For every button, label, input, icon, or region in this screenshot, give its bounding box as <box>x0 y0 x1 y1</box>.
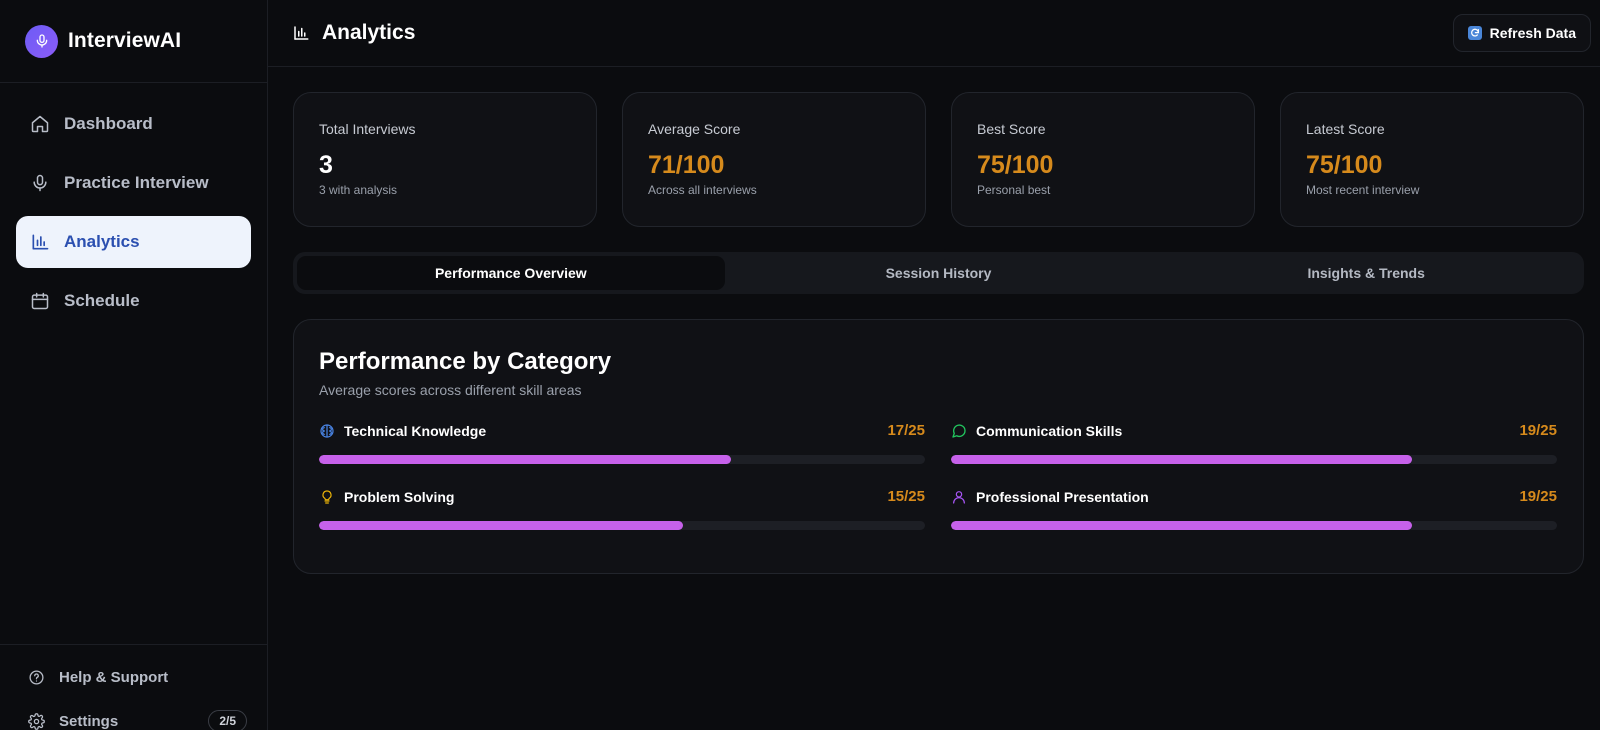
stat-label: Best Score <box>977 121 1046 137</box>
stat-value: 75/100 <box>977 151 1054 179</box>
settings-badge: 2/5 <box>208 710 247 730</box>
user-icon <box>953 490 965 504</box>
category-grid: Technical Knowledge 17/25 <box>319 422 1558 530</box>
analytics-tabs: Performance Overview Session History Ins… <box>293 252 1584 294</box>
category-professional-presentation: Professional Presentation 19/25 <box>951 488 1557 530</box>
progress-track <box>951 455 1557 464</box>
refresh-data-button[interactable]: Refresh Data <box>1452 14 1591 52</box>
sidebar: InterviewAI Dashboard Practice Interview <box>0 0 268 730</box>
help-circle-icon <box>29 669 44 685</box>
stat-card-total-interviews: Total Interviews 3 3 with analysis <box>293 92 597 227</box>
refresh-icon <box>1467 26 1482 40</box>
tab-insights-trends[interactable]: Insights & Trends <box>1307 265 1425 281</box>
progress-fill <box>319 521 683 530</box>
main-content: Analytics Refresh Data Total Interviews … <box>268 0 1600 730</box>
sidebar-item-label: Schedule <box>64 291 140 310</box>
card-subtitle: Average scores across different skill ar… <box>319 382 582 398</box>
sidebar-footer: Help & Support Settings 2/5 <box>0 644 267 730</box>
category-score: 15/25 <box>887 488 925 505</box>
stat-card-latest-score: Latest Score 75/100 Most recent intervie… <box>1280 92 1584 227</box>
tab-session-history[interactable]: Session History <box>885 265 992 281</box>
category-score: 19/25 <box>1519 422 1557 439</box>
sidebar-item-label: Dashboard <box>64 114 153 133</box>
brand-name: InterviewAI <box>68 29 182 52</box>
performance-by-category-card: Performance by Category Average scores a… <box>293 319 1584 574</box>
progress-track <box>319 521 925 530</box>
stat-subtext: Personal best <box>977 183 1051 197</box>
brand[interactable]: InterviewAI <box>0 0 267 83</box>
gear-icon <box>28 712 45 730</box>
sidebar-item-dashboard[interactable]: Dashboard <box>16 98 251 150</box>
stat-card-best-score: Best Score 75/100 Personal best <box>951 92 1255 227</box>
sidebar-item-analytics[interactable]: Analytics <box>16 216 251 268</box>
settings-link[interactable]: Settings 2/5 <box>28 703 247 730</box>
stat-value: 3 <box>319 151 333 179</box>
brain-icon <box>320 423 334 438</box>
sidebar-nav: Dashboard Practice Interview Ana <box>0 83 267 349</box>
sidebar-item-practice-interview[interactable]: Practice Interview <box>16 157 251 209</box>
stat-value: 75/100 <box>1306 151 1383 179</box>
stat-label: Average Score <box>648 121 741 137</box>
help-support-link[interactable]: Help & Support <box>28 659 247 695</box>
page-title: Analytics <box>292 21 415 45</box>
progress-track <box>951 521 1557 530</box>
progress-fill <box>951 455 1412 464</box>
tab-performance-overview[interactable]: Performance Overview <box>297 256 725 290</box>
category-name: Problem Solving <box>344 488 455 505</box>
category-name: Communication Skills <box>976 422 1123 439</box>
category-technical-knowledge: Technical Knowledge 17/25 <box>319 422 925 464</box>
stat-subtext: 3 with analysis <box>319 183 398 197</box>
category-score: 17/25 <box>887 422 925 439</box>
progress-fill <box>951 521 1412 530</box>
settings-label: Settings <box>59 712 119 730</box>
home-icon <box>31 115 49 133</box>
calendar-icon <box>31 292 49 310</box>
analytics-content: Total Interviews 3 3 with analysis Avera… <box>268 67 1600 574</box>
card-title: Performance by Category <box>319 348 612 375</box>
bar-chart-icon <box>294 26 309 40</box>
sidebar-item-label: Analytics <box>64 232 140 251</box>
category-name: Technical Knowledge <box>344 422 487 439</box>
category-communication-skills: Communication Skills 19/25 <box>951 422 1557 464</box>
chat-bubble-icon <box>952 423 966 438</box>
category-name: Professional Presentation <box>976 488 1149 505</box>
bar-chart-icon <box>32 234 49 250</box>
page-title-text: Analytics <box>322 21 416 44</box>
stat-label: Total Interviews <box>319 121 416 137</box>
mic-logo-icon <box>25 24 58 58</box>
mic-icon <box>33 174 47 192</box>
stat-value: 71/100 <box>648 151 725 179</box>
stat-subtext: Most recent interview <box>1306 183 1420 197</box>
lightbulb-icon <box>322 489 332 504</box>
progress-track <box>319 455 925 464</box>
progress-fill <box>319 455 732 464</box>
stat-card-average-score: Average Score 71/100 Across all intervie… <box>622 92 926 227</box>
sidebar-item-schedule[interactable]: Schedule <box>16 275 251 327</box>
stat-label: Latest Score <box>1306 121 1385 137</box>
refresh-data-label: Refresh Data <box>1489 25 1576 41</box>
sidebar-item-label: Practice Interview <box>64 173 209 192</box>
category-score: 19/25 <box>1519 488 1557 505</box>
top-bar: Analytics Refresh Data <box>268 0 1600 67</box>
stats-row: Total Interviews 3 3 with analysis Avera… <box>293 92 1584 227</box>
category-problem-solving: Problem Solving 15/25 <box>319 488 925 530</box>
stat-subtext: Across all interviews <box>648 183 757 197</box>
help-support-label: Help & Support <box>59 668 169 686</box>
